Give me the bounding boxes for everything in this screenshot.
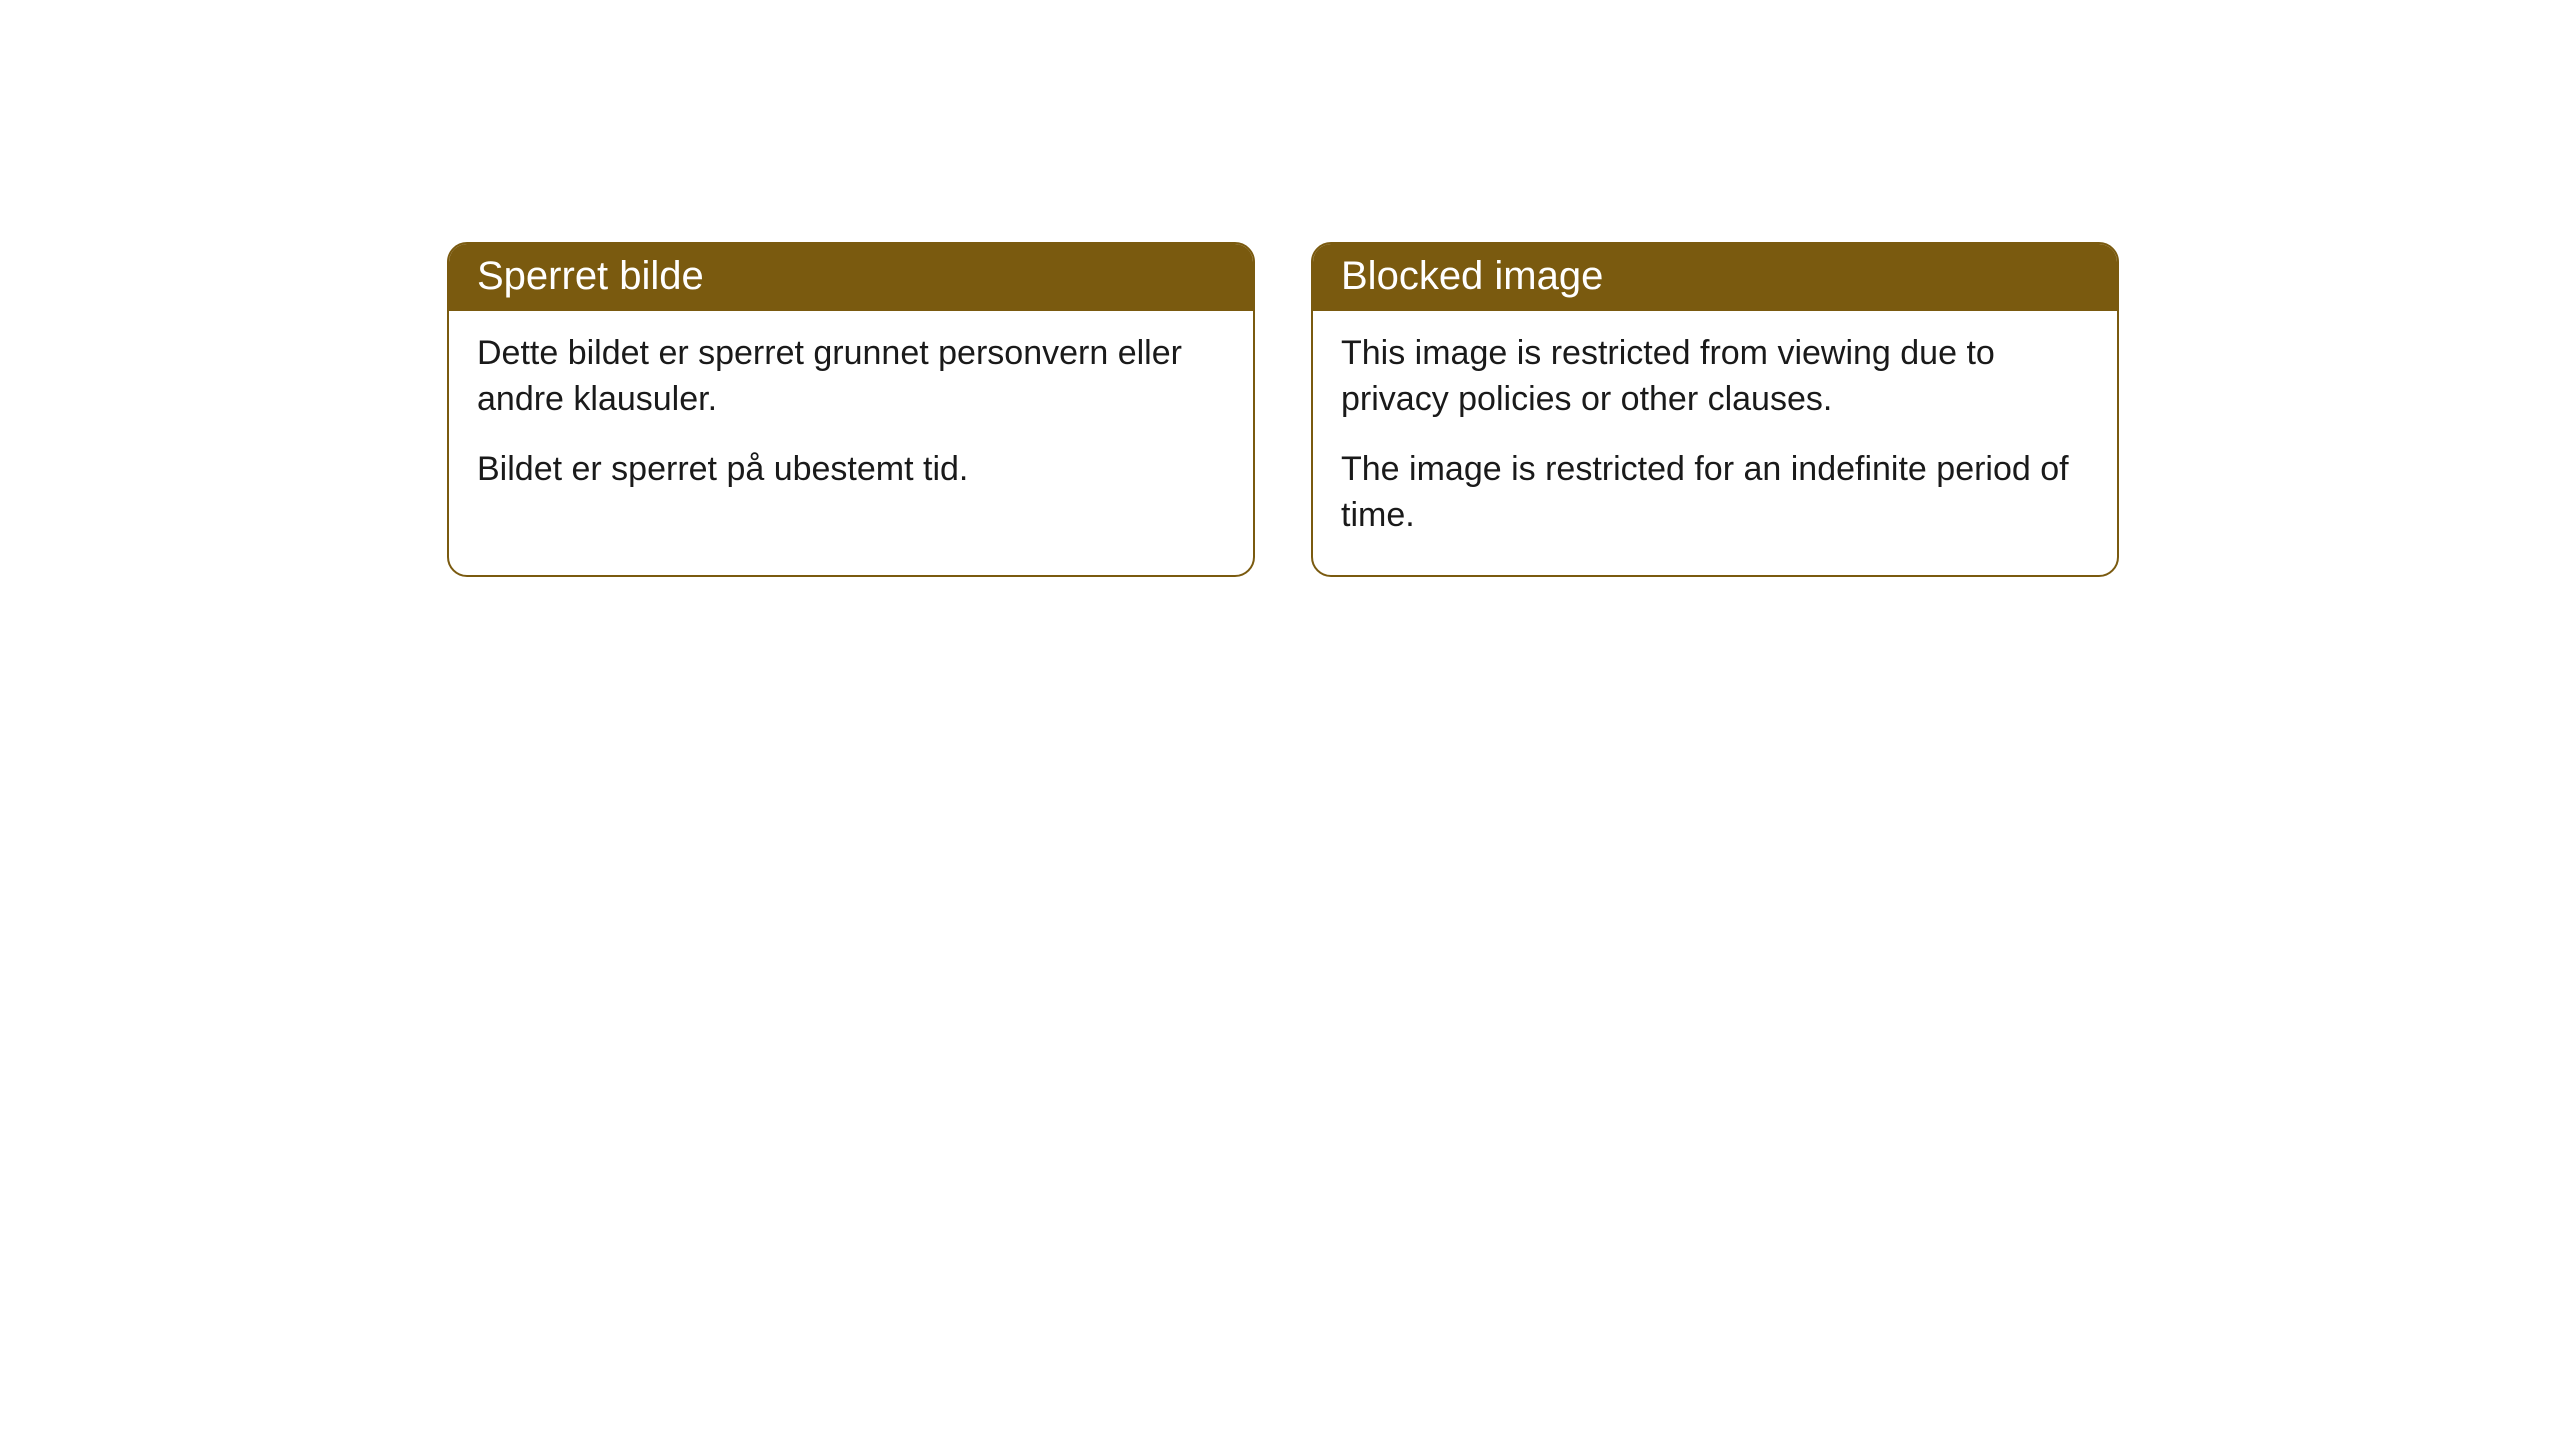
notice-cards-container: Sperret bilde Dette bildet er sperret gr… xyxy=(447,242,2119,577)
blocked-image-card-no: Sperret bilde Dette bildet er sperret gr… xyxy=(447,242,1255,577)
card-body-en: This image is restricted from viewing du… xyxy=(1313,311,2117,575)
card-paragraph-no-2: Bildet er sperret på ubestemt tid. xyxy=(477,447,1225,493)
card-title-no: Sperret bilde xyxy=(477,254,704,298)
card-paragraph-no-1: Dette bildet er sperret grunnet personve… xyxy=(477,331,1225,423)
card-header-en: Blocked image xyxy=(1313,244,2117,311)
card-title-en: Blocked image xyxy=(1341,254,1603,298)
card-header-no: Sperret bilde xyxy=(449,244,1253,311)
card-paragraph-en-1: This image is restricted from viewing du… xyxy=(1341,331,2089,423)
blocked-image-card-en: Blocked image This image is restricted f… xyxy=(1311,242,2119,577)
card-body-no: Dette bildet er sperret grunnet personve… xyxy=(449,311,1253,529)
card-paragraph-en-2: The image is restricted for an indefinit… xyxy=(1341,447,2089,539)
